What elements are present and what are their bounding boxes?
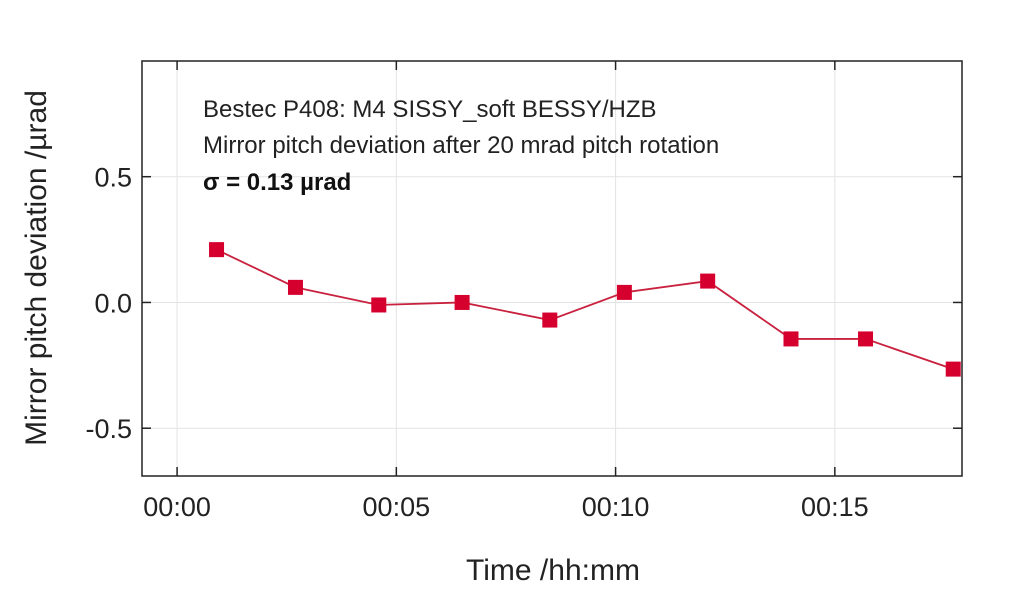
x-axis-title: Time /hh:mm (466, 554, 640, 587)
x-tick-label: 00:15 (801, 492, 869, 522)
data-point-marker (616, 284, 632, 300)
axis-ticks: 00:00 00:05 00:10 00:15 0.5 0.0 -0.5 (85, 61, 962, 522)
x-tick-label: 00:10 (582, 492, 650, 522)
series-line (216, 248, 954, 370)
y-tick-label: -0.5 (85, 414, 132, 444)
annotation-subtitle: Mirror pitch deviation after 20 mrad pit… (203, 132, 719, 159)
annotation-title: Bestec P408: M4 SISSY_soft BESSY/HZB (203, 96, 657, 123)
annotation-sigma: σ = 0.13 µrad (203, 169, 351, 196)
data-point-marker (700, 273, 716, 289)
x-tick-label: 00:05 (363, 492, 431, 522)
data-point-marker (287, 279, 303, 295)
x-tick-label: 00:00 (143, 492, 211, 522)
plot-frame (141, 60, 963, 477)
data-point-marker (858, 331, 874, 347)
y-tick-label: 0.5 (94, 163, 132, 193)
data-point-marker (945, 361, 961, 377)
data-series (209, 242, 961, 377)
data-point-marker (783, 331, 799, 347)
grid-lines (142, 61, 962, 476)
data-point-marker (542, 312, 558, 328)
y-tick-label: 0.0 (94, 288, 132, 318)
y-axis-title: Mirror pitch deviation /µrad (20, 90, 53, 446)
data-point-marker (454, 294, 470, 310)
data-point-marker (371, 297, 387, 313)
data-point-marker (209, 242, 225, 258)
